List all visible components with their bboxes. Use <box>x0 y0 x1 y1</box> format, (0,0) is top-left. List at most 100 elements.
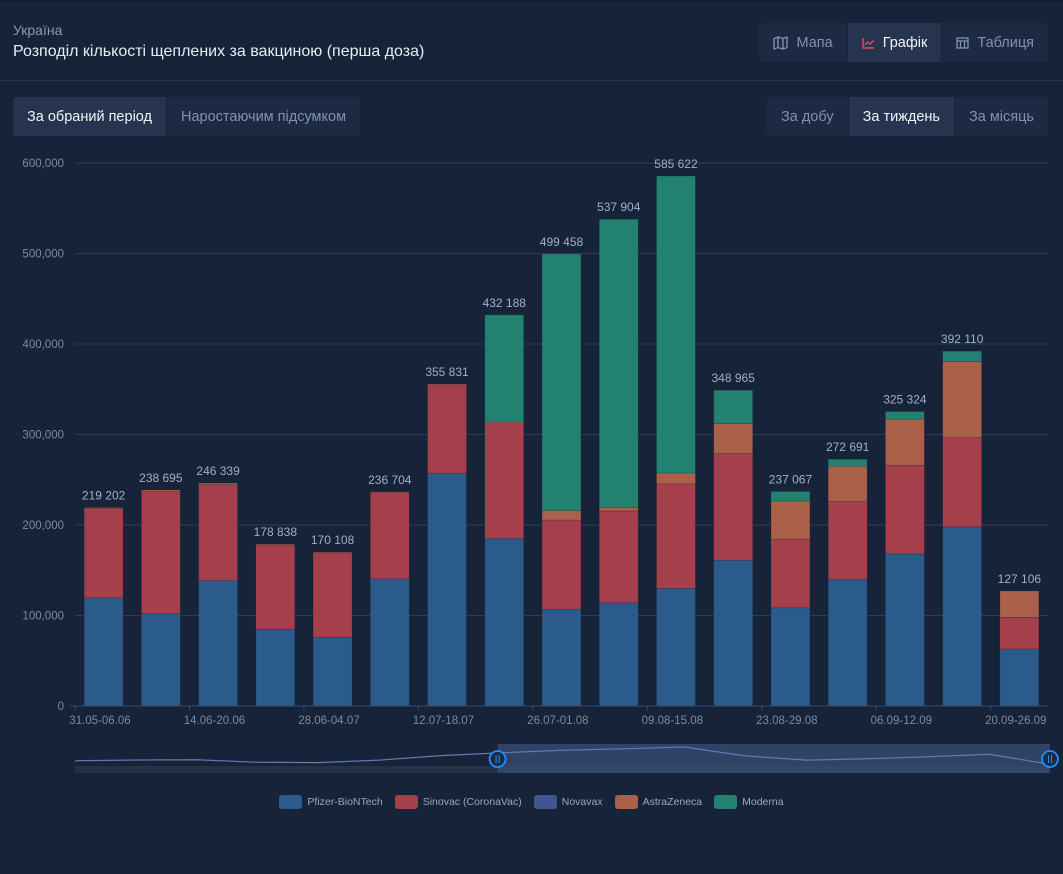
chart-line-icon <box>861 37 875 49</box>
bar-segment-pfizer <box>713 559 753 707</box>
bar-total-label: 236 704 <box>368 473 412 487</box>
legend-item-astrazeneca[interactable]: AstraZeneca <box>614 795 702 809</box>
bar-segment-astrazeneca <box>198 482 238 486</box>
table-icon <box>956 36 970 49</box>
bar-total-label: 127 106 <box>998 572 1042 586</box>
navigator-handle-left[interactable] <box>488 750 507 768</box>
bar-segment-pfizer <box>598 602 639 707</box>
bar-segment-astrazeneca <box>370 491 410 493</box>
legend-swatch-novavax <box>533 795 557 809</box>
bar-segment-pfizer <box>370 578 410 707</box>
bar-segment-astrazeneca <box>541 510 582 521</box>
bar-segment-sinovac <box>713 453 753 561</box>
bar-segment-sinovac <box>885 464 925 555</box>
bar-total-label: 355 831 <box>425 365 469 379</box>
navigator-series-line <box>74 746 1051 765</box>
mode-selected-period[interactable]: За обраний період <box>13 97 167 136</box>
bar-segment-astrazeneca <box>770 500 811 540</box>
navigator-handle-right[interactable] <box>1041 750 1059 768</box>
mode-cumulative[interactable]: Наростаючим підсумком <box>181 108 347 125</box>
bar-total-label: 246 339 <box>196 464 240 478</box>
bar-segment-moderna <box>598 218 639 508</box>
x-tick-label: 09.08-15.08 <box>642 715 703 727</box>
bar-total-label: 238 695 <box>139 471 183 485</box>
bar-total-label: 325 324 <box>883 393 927 407</box>
legend-swatch-moderna <box>714 795 738 809</box>
bar-segment-astrazeneca <box>713 423 753 454</box>
y-tick-label: 500,000 <box>22 249 64 261</box>
legend-swatch-sinovac <box>394 795 418 809</box>
bar-segment-astrazeneca <box>942 361 982 438</box>
bar-segment-moderna <box>713 389 753 424</box>
bar-total-label: 537 904 <box>597 200 641 214</box>
bar-segment-moderna <box>885 411 925 420</box>
y-tick-label: 600,000 <box>22 158 64 170</box>
bar-segment-pfizer <box>656 588 696 707</box>
bar-segment-pfizer <box>942 526 982 707</box>
bar-segment-sinovac <box>312 552 353 638</box>
bar-segment-pfizer <box>484 538 525 707</box>
bar-segment-astrazeneca <box>83 507 124 509</box>
bar-total-label: 170 108 <box>311 533 355 547</box>
legend-label: Pfizer-BioNTech <box>307 796 383 808</box>
bar-segment-pfizer <box>312 636 353 707</box>
bar-segment-astrazeneca <box>141 489 181 492</box>
bar-segment-pfizer <box>198 580 238 707</box>
bar-segment-pfizer <box>141 613 181 707</box>
y-tick-label: 200,000 <box>22 520 64 532</box>
bar-total-label: 348 965 <box>712 371 756 385</box>
bar-total-label: 219 202 <box>82 489 126 503</box>
bar-total-label: 178 838 <box>254 525 298 539</box>
bar-segment-moderna <box>484 314 525 423</box>
bar-total-label: 392 110 <box>941 332 984 346</box>
region-label: Україна <box>13 22 63 38</box>
navigator-selection <box>497 744 1050 773</box>
legend-item-moderna[interactable]: Moderna <box>714 795 784 809</box>
x-tick-label: 23.08-29.08 <box>756 715 817 727</box>
bar-segment-pfizer <box>827 579 868 707</box>
bar-total-label: 272 691 <box>826 440 870 454</box>
period-month[interactable]: За місяць <box>968 108 1034 125</box>
view-switch: Мапа Графік Таблиця <box>759 23 1048 62</box>
bar-segment-sinovac <box>942 437 982 528</box>
tab-chart[interactable]: Графік <box>847 23 943 62</box>
period-week[interactable]: За тиждень <box>848 97 955 136</box>
bar-segment-sinovac <box>827 501 868 581</box>
legend-item-novavax[interactable]: Novavax <box>533 795 603 809</box>
bar-segment-sinovac <box>656 483 696 589</box>
bar-segment-sinovac <box>541 519 582 610</box>
bar-segment-astrazeneca <box>999 590 1040 618</box>
bar-segment-astrazeneca <box>598 507 639 512</box>
legend-swatch-astrazeneca <box>614 795 638 809</box>
period-day[interactable]: За добу <box>767 97 849 136</box>
tab-map[interactable]: Мапа <box>759 23 848 62</box>
bar-segment-astrazeneca <box>255 543 296 546</box>
x-tick-label: 31.05-06.06 <box>69 715 130 727</box>
bar-segment-pfizer <box>885 553 925 707</box>
y-tick-label: 100,000 <box>22 611 64 623</box>
bar-segment-sinovac <box>83 507 124 599</box>
bar-segment-astrazeneca <box>427 383 467 386</box>
map-icon <box>773 35 789 50</box>
bar-segment-sinovac <box>427 384 467 474</box>
page-title: Розподіл кількості щеплених за вакциною … <box>13 43 425 60</box>
tab-chart-label: Графік <box>882 34 928 51</box>
bar-total-label: 432 188 <box>483 296 527 310</box>
legend-label: Sinovac (CoronaVac) <box>422 796 522 808</box>
legend-item-pfizer[interactable]: Pfizer-BioNTech <box>279 795 383 809</box>
bar-segment-astrazeneca <box>885 418 925 466</box>
bar-segment-pfizer <box>770 607 811 707</box>
y-tick-label: 300,000 <box>22 430 64 442</box>
bar-segment-sinovac <box>141 491 181 614</box>
tab-table[interactable]: Таблиця <box>942 23 1048 62</box>
x-tick-label: 28.06-04.07 <box>298 715 359 727</box>
legend-item-sinovac[interactable]: Sinovac (CoronaVac) <box>394 795 522 809</box>
bar-segment-sinovac <box>255 544 296 630</box>
tab-map-label: Мапа <box>796 34 833 51</box>
bar-segment-pfizer <box>427 473 467 707</box>
bar-segment-sinovac <box>370 492 410 580</box>
x-tick-label: 06.09-12.09 <box>871 715 932 727</box>
y-tick-label: 0 <box>58 701 64 713</box>
legend-label: Novavax <box>561 796 603 808</box>
chart-legend: Pfizer-BioNTech Sinovac (CoronaVac) Nova… <box>0 795 1063 809</box>
